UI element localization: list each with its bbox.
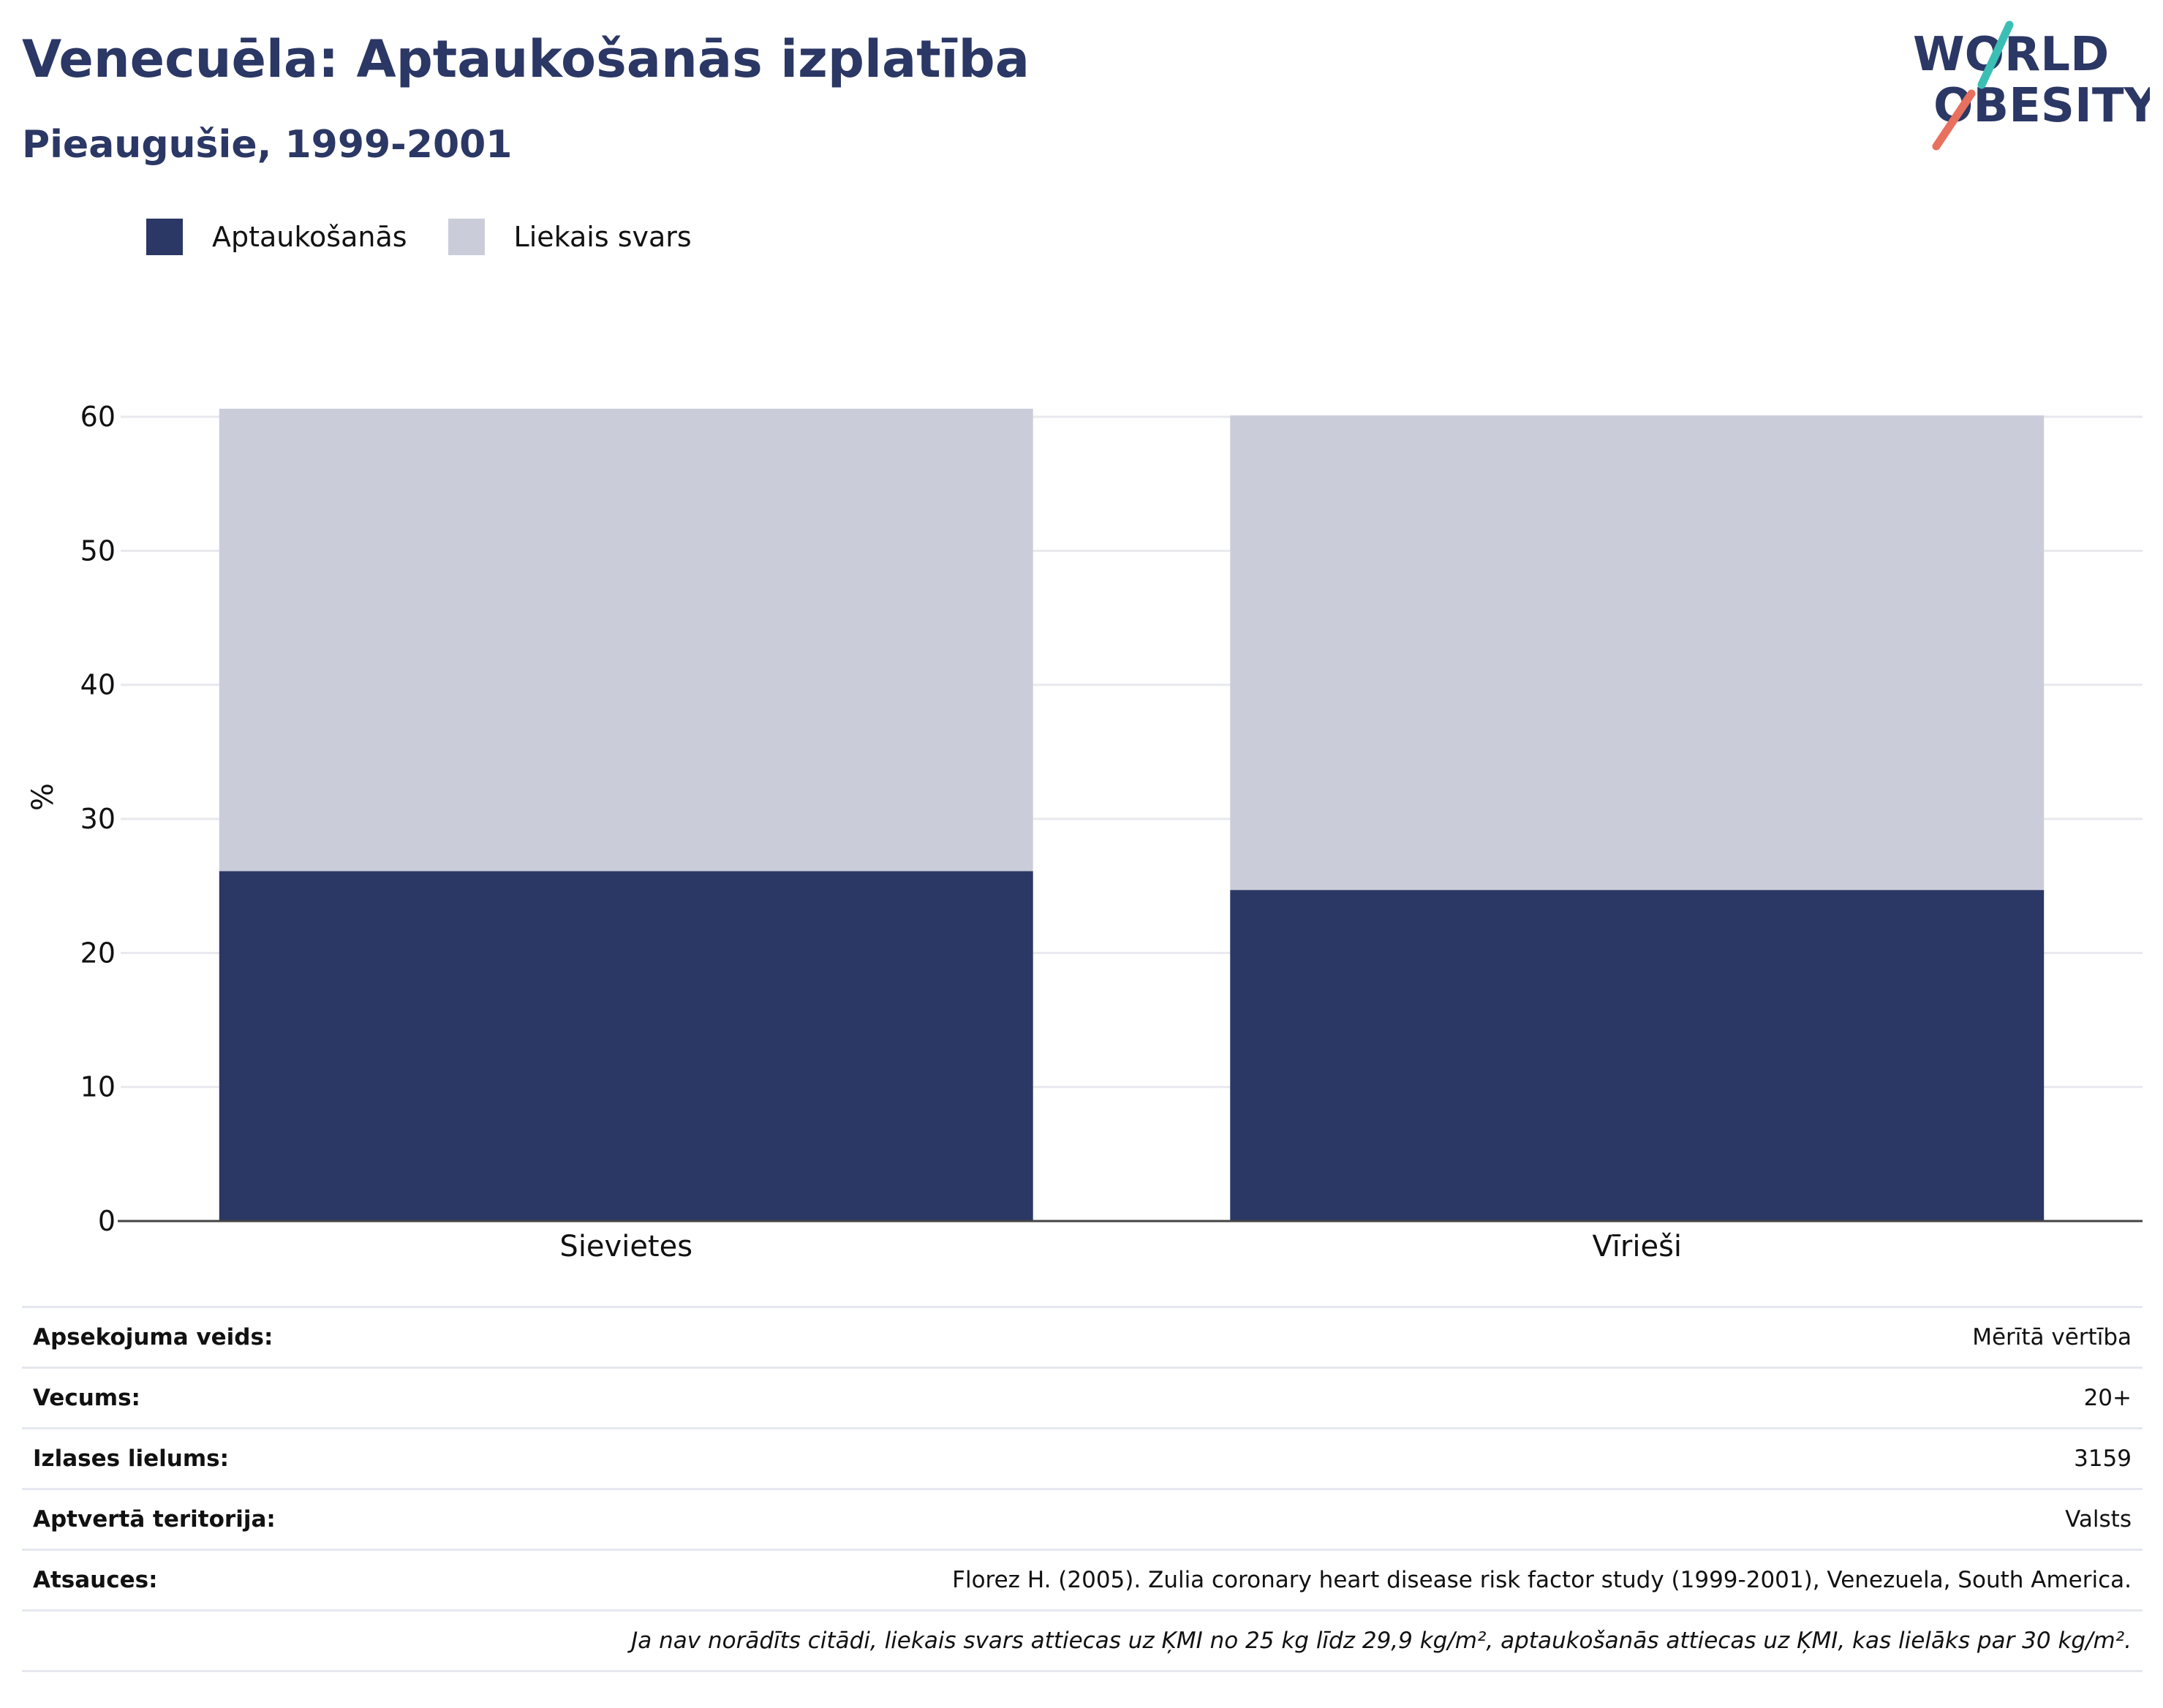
info-label: Apsekojuma veids: — [22, 1306, 405, 1368]
legend-swatch-overweight — [448, 219, 485, 255]
page-title: Venecuēla: Aptaukošanās izplatība — [22, 29, 1030, 89]
info-value: 3159 — [404, 1427, 2143, 1489]
bar-obesity-0 — [219, 871, 1033, 1221]
y-tick-label: 60 — [80, 401, 116, 433]
bar-obesity-1 — [1230, 890, 2045, 1221]
y-tick-label: 0 — [98, 1205, 116, 1237]
x-category-label: Sievietes — [559, 1230, 692, 1263]
info-label: Izlases lielums: — [22, 1427, 405, 1489]
chart-legend: Aptaukošanās Liekais svars — [146, 216, 733, 257]
bar-overweight-1 — [1230, 415, 2045, 891]
info-row-references: Atsauces: Florez H. (2005). Zulia corona… — [22, 1549, 2143, 1611]
y-tick-label: 10 — [80, 1071, 116, 1103]
page-subtitle: Pieaugušie, 1999-2001 — [22, 123, 513, 167]
info-label: Atsauces: — [22, 1549, 405, 1611]
logo-line1: WORLD — [1913, 28, 2109, 82]
x-category-label: Vīrieši — [1592, 1230, 1682, 1263]
info-row-area-covered: Aptvertā teritorija: Valsts — [22, 1488, 2143, 1550]
bar-chart: 0 10 20 30 40 50 60 Sievietes Vīrieši% — [26, 401, 2143, 1263]
info-row-sample-size: Izlases lielums: 3159 — [22, 1427, 2143, 1489]
logo-line2: OBESITY — [1933, 79, 2150, 133]
info-value: Valsts — [404, 1488, 2143, 1550]
y-tick-label: 40 — [80, 669, 116, 701]
info-label: Aptvertā teritorija: — [22, 1488, 405, 1550]
info-label: Vecums: — [22, 1367, 405, 1429]
y-tick-label: 50 — [80, 534, 116, 567]
logo-coral-slash — [1932, 89, 1976, 151]
info-value: 20+ — [404, 1367, 2143, 1429]
world-obesity-logo: WORLD OBESITY — [1913, 20, 2150, 151]
info-row-survey-type: Apsekojuma veids: Mērītā vērtība — [22, 1306, 2143, 1368]
legend-label-overweight: Liekais svars — [513, 221, 692, 253]
definition-note: Ja nav norādīts citādi, liekais svars at… — [22, 1609, 2143, 1672]
y-axis-title: % — [26, 783, 60, 811]
legend-item-overweight: Liekais svars — [448, 219, 692, 255]
y-tick-label: 20 — [80, 937, 116, 969]
info-row-age: Vecums: 20+ — [22, 1367, 2143, 1429]
info-row-note: Ja nav norādīts citādi, liekais svars at… — [22, 1609, 2143, 1672]
info-value: Florez H. (2005). Zulia coronary heart d… — [404, 1549, 2143, 1611]
y-tick-label: 30 — [80, 803, 116, 835]
info-value: Mērītā vērtība — [404, 1306, 2143, 1368]
logo-teal-slash — [1977, 20, 2014, 89]
legend-item-obesity: Aptaukošanās — [146, 219, 407, 255]
legend-label-obesity: Aptaukošanās — [212, 221, 407, 253]
survey-info-table: Apsekojuma veids: Mērītā vērtība Vecums:… — [22, 1306, 2143, 1672]
bar-overweight-0 — [219, 409, 1033, 872]
legend-swatch-obesity — [146, 219, 183, 255]
